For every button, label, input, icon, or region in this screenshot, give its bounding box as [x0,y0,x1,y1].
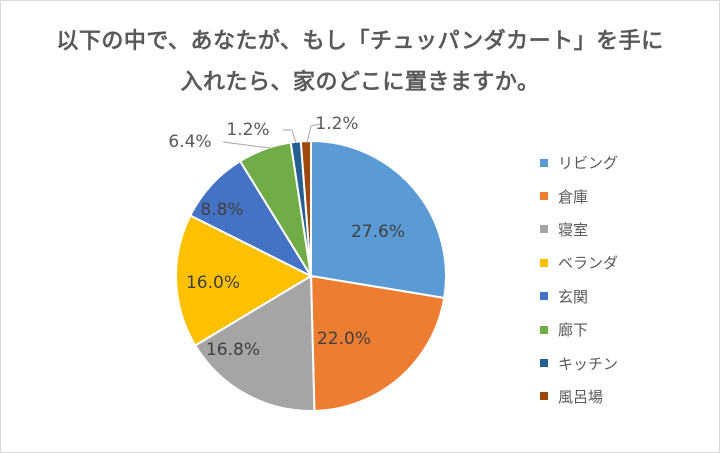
legend-swatch [540,158,548,167]
data-label: 8.8% [200,200,243,220]
leader-line [222,141,271,149]
legend-swatch [540,258,548,267]
leader-line [306,123,321,144]
legend-item-veranda: ベランダ [540,246,618,279]
leader-line [283,129,297,144]
data-label: 1.2% [315,114,358,134]
legend-swatch [540,225,548,234]
legend-item-kitchen: キッチン [540,346,618,379]
data-label: 27.6% [351,222,405,242]
legend-swatch [540,359,548,368]
legend-item-bathroom: 風呂場 [540,380,618,413]
legend-item-storage: 倉庫 [540,179,618,212]
legend-item-entrance: 玄関 [540,280,618,313]
pie-slice [299,139,312,277]
pie-slice [193,274,316,412]
chart-title-line-1: 以下の中で、あなたが、もし「チュッパンダカート」を手に [56,29,664,54]
legend: リビング 倉庫 寝室 ベランダ 玄関 廊下 キッチン 風呂場 [540,146,618,413]
legend-swatch [540,192,548,201]
pie-slice [310,139,447,300]
data-label: 1.2% [226,120,269,140]
legend-item-hallway: 廊下 [540,313,618,346]
legend-swatch [540,292,548,301]
pie-slice [175,214,314,347]
data-label: 6.4% [168,132,211,152]
data-label: 16.0% [186,273,240,293]
legend-item-living: リビング [540,146,618,179]
legend-swatch [540,392,548,401]
data-label: 16.8% [206,340,260,360]
pie-slice [309,274,446,412]
chart-title-line-2: 入れたら、家のどこに置きますか。 [180,70,540,95]
legend-item-bedroom: 寝室 [540,213,618,246]
legend-swatch [540,325,548,334]
data-label: 22.0% [317,329,371,349]
